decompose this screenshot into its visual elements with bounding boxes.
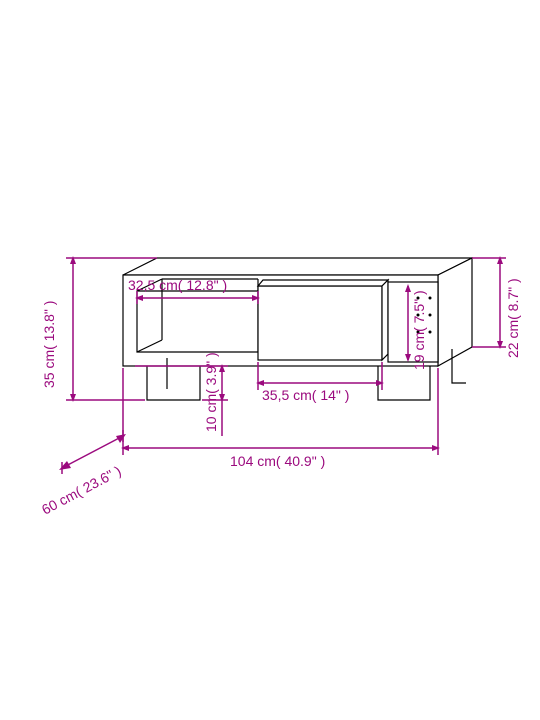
- label-shelf-width: 32,5 cm( 12.8" ): [128, 277, 227, 293]
- label-drawer-height: 19 cm( 7.5" ): [411, 290, 427, 370]
- dim-drawer-height: 19 cm( 7.5" ): [405, 284, 427, 370]
- label-depth: 60 cm( 23.6" ): [39, 462, 124, 517]
- dim-depth: 60 cm( 23.6" ): [39, 430, 126, 518]
- dim-drawer-width: 35,5 cm( 14" ): [256, 362, 384, 403]
- dim-side-height: 22 cm( 8.7" ): [472, 256, 521, 358]
- label-leg-height: 10 cm( 3.9" ): [203, 352, 219, 432]
- label-side-height: 22 cm( 8.7" ): [505, 278, 521, 358]
- label-total-height: 35 cm( 13.8" ): [41, 301, 57, 388]
- label-drawer-width: 35,5 cm( 14" ): [262, 387, 349, 403]
- label-total-width: 104 cm( 40.9" ): [230, 453, 325, 469]
- dimension-diagram: 35 cm( 13.8" ) 32,5 cm( 12.8" ) 35,5 cm(…: [0, 0, 540, 720]
